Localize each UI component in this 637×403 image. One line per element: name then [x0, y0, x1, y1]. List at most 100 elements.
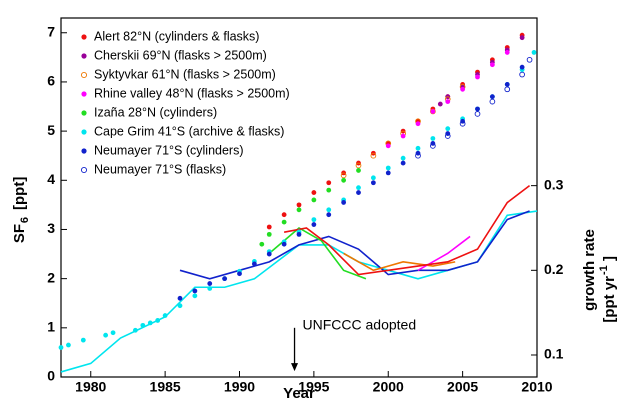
data-point	[296, 202, 302, 208]
data-point	[519, 64, 525, 70]
data-point	[430, 136, 436, 141]
data-point	[385, 165, 391, 171]
y2-label-sup: -1	[598, 265, 610, 275]
data-point	[445, 99, 451, 105]
data-point	[340, 172, 347, 179]
data-point	[437, 101, 443, 107]
data-point	[475, 74, 480, 80]
legend-marker	[81, 110, 87, 116]
legend-label: Alert 82°N (cylinders & flasks)	[94, 29, 259, 43]
y-tick-label: 3	[47, 220, 55, 236]
data-point	[356, 190, 361, 195]
legend-marker	[81, 91, 87, 97]
y-tick-label: 6	[47, 73, 55, 89]
data-point	[474, 111, 481, 117]
data-point	[385, 143, 391, 149]
data-point	[519, 71, 525, 78]
data-point	[132, 327, 138, 333]
data-point	[281, 219, 287, 225]
data-point	[445, 126, 451, 132]
annotation-arrowhead	[291, 363, 299, 372]
data-point	[504, 81, 510, 87]
data-point	[355, 162, 362, 169]
legend-label: Izaña 28°N (cylinders)	[94, 105, 217, 119]
data-point	[80, 337, 86, 343]
y2-tick-label: 0.3	[544, 176, 564, 192]
y2-axis-label: growth rate [ppt yr -1 ]	[581, 229, 618, 323]
data-point	[155, 318, 161, 323]
data-point	[415, 152, 421, 159]
growth-line	[343, 252, 456, 272]
data-point	[341, 177, 347, 183]
data-point	[385, 170, 391, 176]
data-point	[460, 86, 466, 92]
data-point	[296, 207, 302, 213]
legend-label: Cape Grim 41°S (archive & flasks)	[94, 124, 284, 138]
legend-marker	[81, 53, 87, 59]
data-point	[58, 345, 64, 350]
y-tick-label: 4	[47, 171, 55, 187]
legend-label: Neumayer 71°S (flasks)	[94, 162, 226, 176]
data-point	[237, 271, 242, 277]
data-point	[296, 231, 302, 237]
plot-frame	[60, 17, 538, 378]
data-point	[415, 145, 421, 151]
legend-label: Rhine valley 48°N (flasks > 2500m)	[94, 86, 290, 100]
data-point	[370, 180, 376, 186]
data-point	[207, 281, 213, 286]
y-tick-label: 0	[47, 368, 55, 384]
legend-marker	[80, 166, 88, 174]
data-point	[430, 143, 436, 149]
data-point	[326, 207, 332, 213]
data-point	[311, 222, 317, 227]
data-point	[222, 276, 228, 282]
data-point	[140, 322, 146, 328]
x-tick-label: 1985	[150, 379, 181, 395]
data-point	[430, 109, 436, 114]
legend-marker	[81, 129, 87, 135]
data-point	[66, 342, 71, 348]
x-axis-label: Year	[283, 385, 315, 402]
growth-line	[179, 210, 530, 280]
data-point	[281, 212, 287, 218]
data-point	[147, 320, 153, 326]
y-tick-label: 1	[47, 319, 55, 335]
data-point	[489, 94, 495, 100]
annotation-text: UNFCCC adopted	[303, 317, 417, 333]
data-point	[192, 293, 198, 299]
data-point	[459, 120, 466, 127]
data-point	[177, 303, 183, 309]
data-point	[251, 261, 257, 267]
growth-line	[268, 227, 367, 280]
data-point	[311, 197, 317, 203]
y2-tick-label: 0.2	[544, 261, 564, 277]
x-tick-label: 1995	[298, 379, 329, 395]
data-point	[356, 168, 361, 173]
data-point	[103, 332, 109, 338]
data-point	[526, 56, 533, 63]
data-point	[162, 313, 168, 318]
data-point	[192, 288, 198, 294]
data-point	[266, 251, 272, 257]
data-point	[311, 190, 317, 195]
y2-label-unit: [ppt yr	[601, 276, 618, 323]
data-point	[326, 180, 332, 186]
legend-label: Cherskii 69°N (flasks > 2500m)	[94, 48, 267, 62]
data-point	[400, 155, 406, 161]
x-tick-label: 2000	[373, 379, 404, 395]
data-point	[519, 35, 525, 41]
data-point	[281, 241, 287, 247]
data-point	[326, 212, 332, 218]
x-tick-label: 2005	[447, 379, 478, 395]
y-tick-label: 7	[47, 23, 55, 39]
data-point	[400, 133, 406, 139]
y2-label-main: growth rate	[581, 229, 598, 311]
data-point	[489, 62, 495, 68]
data-point	[370, 152, 377, 159]
growth-line	[283, 185, 531, 276]
data-point	[110, 330, 116, 336]
data-point	[266, 231, 272, 237]
data-point	[504, 50, 510, 55]
y-label-unit: [ppt]	[11, 177, 28, 210]
